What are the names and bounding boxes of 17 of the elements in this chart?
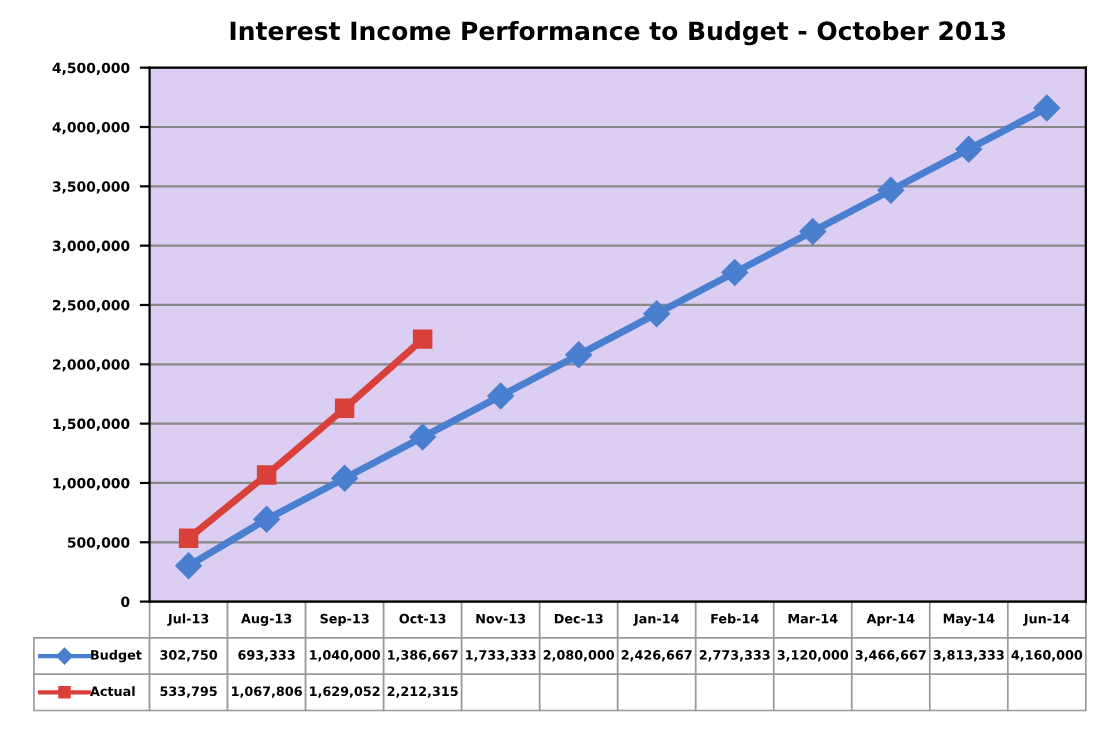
point — [178, 528, 199, 548]
point — [643, 300, 670, 327]
point — [175, 552, 202, 579]
point — [877, 177, 904, 204]
point — [412, 329, 433, 349]
point — [331, 465, 358, 492]
point — [565, 341, 592, 368]
point — [487, 382, 514, 410]
point — [253, 506, 280, 533]
point — [721, 259, 748, 286]
point — [334, 398, 355, 419]
point — [1033, 94, 1060, 122]
point — [256, 465, 277, 485]
chart-title: Interest Income Performance to Budget - October 2013 — [230, 20, 1006, 46]
point — [799, 218, 826, 245]
point — [955, 135, 982, 163]
point — [409, 423, 436, 451]
